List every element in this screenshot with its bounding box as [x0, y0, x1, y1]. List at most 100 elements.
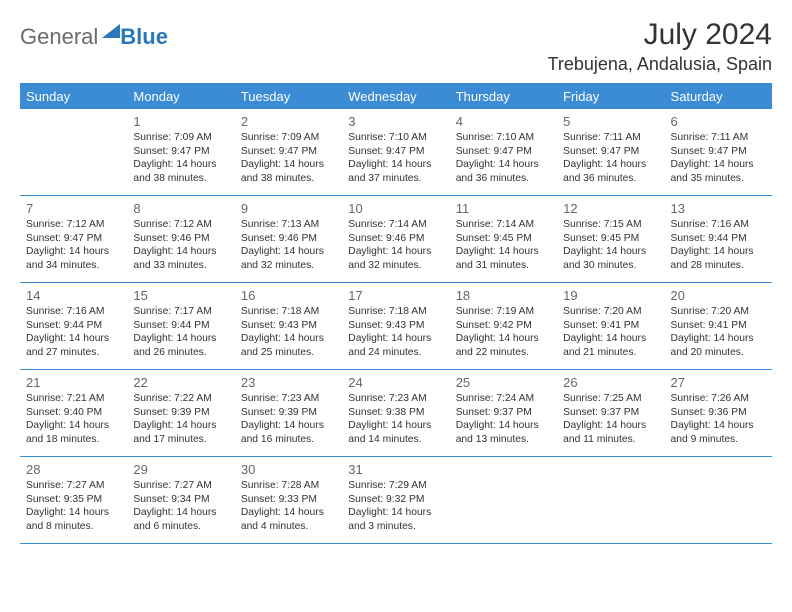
sunrise-text: Sunrise: 7:18 AM	[241, 305, 336, 319]
daylight-text: Daylight: 14 hours and 11 minutes.	[563, 419, 658, 446]
daylight-text: Daylight: 14 hours and 13 minutes.	[456, 419, 551, 446]
day-cell-empty	[557, 457, 664, 543]
daylight-text: Daylight: 14 hours and 17 minutes.	[133, 419, 228, 446]
sunrise-text: Sunrise: 7:09 AM	[133, 131, 228, 145]
sunset-text: Sunset: 9:36 PM	[671, 406, 766, 420]
sunrise-text: Sunrise: 7:28 AM	[241, 479, 336, 493]
day-number: 13	[671, 200, 766, 217]
day-cell-16: 16Sunrise: 7:18 AMSunset: 9:43 PMDayligh…	[235, 283, 342, 369]
daylight-text: Daylight: 14 hours and 14 minutes.	[348, 419, 443, 446]
daylight-text: Daylight: 14 hours and 36 minutes.	[563, 158, 658, 185]
day-cell-23: 23Sunrise: 7:23 AMSunset: 9:39 PMDayligh…	[235, 370, 342, 456]
day-number: 6	[671, 113, 766, 130]
sunset-text: Sunset: 9:46 PM	[348, 232, 443, 246]
day-cell-24: 24Sunrise: 7:23 AMSunset: 9:38 PMDayligh…	[342, 370, 449, 456]
week-row: 28Sunrise: 7:27 AMSunset: 9:35 PMDayligh…	[20, 457, 772, 544]
sunrise-text: Sunrise: 7:19 AM	[456, 305, 551, 319]
day-cell-5: 5Sunrise: 7:11 AMSunset: 9:47 PMDaylight…	[557, 109, 664, 195]
day-cell-8: 8Sunrise: 7:12 AMSunset: 9:46 PMDaylight…	[127, 196, 234, 282]
day-cell-4: 4Sunrise: 7:10 AMSunset: 9:47 PMDaylight…	[450, 109, 557, 195]
sunrise-text: Sunrise: 7:16 AM	[26, 305, 121, 319]
sunrise-text: Sunrise: 7:10 AM	[456, 131, 551, 145]
day-cell-22: 22Sunrise: 7:22 AMSunset: 9:39 PMDayligh…	[127, 370, 234, 456]
sunrise-text: Sunrise: 7:14 AM	[456, 218, 551, 232]
sunset-text: Sunset: 9:47 PM	[241, 145, 336, 159]
daylight-text: Daylight: 14 hours and 26 minutes.	[133, 332, 228, 359]
daylight-text: Daylight: 14 hours and 3 minutes.	[348, 506, 443, 533]
sunset-text: Sunset: 9:47 PM	[133, 145, 228, 159]
daylight-text: Daylight: 14 hours and 36 minutes.	[456, 158, 551, 185]
month-title: July 2024	[548, 18, 773, 52]
day-cell-28: 28Sunrise: 7:27 AMSunset: 9:35 PMDayligh…	[20, 457, 127, 543]
day-cell-2: 2Sunrise: 7:09 AMSunset: 9:47 PMDaylight…	[235, 109, 342, 195]
logo-triangle-icon	[102, 24, 120, 38]
day-number: 29	[133, 461, 228, 478]
day-number: 16	[241, 287, 336, 304]
sunrise-text: Sunrise: 7:29 AM	[348, 479, 443, 493]
sunrise-text: Sunrise: 7:18 AM	[348, 305, 443, 319]
day-number: 15	[133, 287, 228, 304]
daylight-text: Daylight: 14 hours and 32 minutes.	[348, 245, 443, 272]
sunrise-text: Sunrise: 7:26 AM	[671, 392, 766, 406]
daylight-text: Daylight: 14 hours and 21 minutes.	[563, 332, 658, 359]
sunset-text: Sunset: 9:44 PM	[26, 319, 121, 333]
day-number: 2	[241, 113, 336, 130]
day-number: 19	[563, 287, 658, 304]
sunset-text: Sunset: 9:43 PM	[241, 319, 336, 333]
sunrise-text: Sunrise: 7:20 AM	[671, 305, 766, 319]
day-number: 20	[671, 287, 766, 304]
day-cell-17: 17Sunrise: 7:18 AMSunset: 9:43 PMDayligh…	[342, 283, 449, 369]
sunset-text: Sunset: 9:42 PM	[456, 319, 551, 333]
week-row: 21Sunrise: 7:21 AMSunset: 9:40 PMDayligh…	[20, 370, 772, 457]
sunset-text: Sunset: 9:32 PM	[348, 493, 443, 507]
day-cell-empty	[450, 457, 557, 543]
daylight-text: Daylight: 14 hours and 27 minutes.	[26, 332, 121, 359]
sunrise-text: Sunrise: 7:27 AM	[26, 479, 121, 493]
sunrise-text: Sunrise: 7:22 AM	[133, 392, 228, 406]
sunset-text: Sunset: 9:46 PM	[241, 232, 336, 246]
sunrise-text: Sunrise: 7:11 AM	[671, 131, 766, 145]
day-cell-25: 25Sunrise: 7:24 AMSunset: 9:37 PMDayligh…	[450, 370, 557, 456]
daylight-text: Daylight: 14 hours and 37 minutes.	[348, 158, 443, 185]
daylight-text: Daylight: 14 hours and 20 minutes.	[671, 332, 766, 359]
day-number: 12	[563, 200, 658, 217]
sunset-text: Sunset: 9:47 PM	[563, 145, 658, 159]
daylight-text: Daylight: 14 hours and 8 minutes.	[26, 506, 121, 533]
daylight-text: Daylight: 14 hours and 32 minutes.	[241, 245, 336, 272]
sunrise-text: Sunrise: 7:11 AM	[563, 131, 658, 145]
logo-text-blue: Blue	[120, 24, 168, 50]
day-number: 21	[26, 374, 121, 391]
day-of-week-row: SundayMondayTuesdayWednesdayThursdayFrid…	[20, 84, 772, 109]
day-number: 30	[241, 461, 336, 478]
sunset-text: Sunset: 9:41 PM	[671, 319, 766, 333]
sunset-text: Sunset: 9:35 PM	[26, 493, 121, 507]
dow-sunday: Sunday	[20, 84, 127, 109]
day-number: 7	[26, 200, 121, 217]
daylight-text: Daylight: 14 hours and 16 minutes.	[241, 419, 336, 446]
day-number: 5	[563, 113, 658, 130]
day-number: 26	[563, 374, 658, 391]
sunset-text: Sunset: 9:47 PM	[671, 145, 766, 159]
day-cell-empty	[665, 457, 772, 543]
sunrise-text: Sunrise: 7:23 AM	[348, 392, 443, 406]
daylight-text: Daylight: 14 hours and 34 minutes.	[26, 245, 121, 272]
day-number: 10	[348, 200, 443, 217]
sunrise-text: Sunrise: 7:21 AM	[26, 392, 121, 406]
week-row: 14Sunrise: 7:16 AMSunset: 9:44 PMDayligh…	[20, 283, 772, 370]
day-number: 24	[348, 374, 443, 391]
sunset-text: Sunset: 9:45 PM	[456, 232, 551, 246]
day-cell-3: 3Sunrise: 7:10 AMSunset: 9:47 PMDaylight…	[342, 109, 449, 195]
daylight-text: Daylight: 14 hours and 31 minutes.	[456, 245, 551, 272]
daylight-text: Daylight: 14 hours and 35 minutes.	[671, 158, 766, 185]
sunrise-text: Sunrise: 7:15 AM	[563, 218, 658, 232]
day-number: 31	[348, 461, 443, 478]
calendar: SundayMondayTuesdayWednesdayThursdayFrid…	[20, 83, 772, 544]
week-row: 1Sunrise: 7:09 AMSunset: 9:47 PMDaylight…	[20, 109, 772, 196]
dow-thursday: Thursday	[450, 84, 557, 109]
sunrise-text: Sunrise: 7:24 AM	[456, 392, 551, 406]
day-number: 28	[26, 461, 121, 478]
dow-saturday: Saturday	[665, 84, 772, 109]
day-cell-18: 18Sunrise: 7:19 AMSunset: 9:42 PMDayligh…	[450, 283, 557, 369]
day-cell-26: 26Sunrise: 7:25 AMSunset: 9:37 PMDayligh…	[557, 370, 664, 456]
day-cell-12: 12Sunrise: 7:15 AMSunset: 9:45 PMDayligh…	[557, 196, 664, 282]
